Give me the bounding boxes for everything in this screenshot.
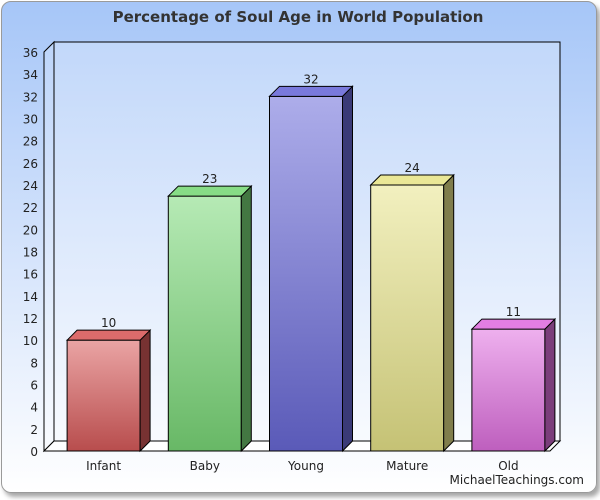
bar-side-mature xyxy=(443,173,455,453)
y-tick-label: 12 xyxy=(23,312,38,326)
y-tick-label: 24 xyxy=(23,179,38,193)
bar-old xyxy=(471,328,546,452)
y-tick-label: 34 xyxy=(23,68,38,82)
x-tick-label: Young xyxy=(287,459,324,473)
y-tick-label: 26 xyxy=(23,157,38,171)
y-tick-label: 30 xyxy=(23,113,38,127)
y-tick-label: 4 xyxy=(30,401,38,415)
bar-young xyxy=(269,95,343,452)
y-tick-label: 8 xyxy=(30,356,38,370)
y-tick-label: 16 xyxy=(23,268,38,282)
x-tick-label: Mature xyxy=(386,459,428,473)
y-tick-label: 6 xyxy=(30,379,38,393)
data-label: 10 xyxy=(101,316,116,330)
bar-top-infant xyxy=(65,329,152,341)
bar-mature xyxy=(370,184,445,452)
y-tick-label: 14 xyxy=(23,290,38,304)
credit-text: MichaelTeachings.com xyxy=(449,473,584,487)
left-wall xyxy=(43,40,55,453)
bar-top-mature xyxy=(369,174,455,186)
bar-top-baby xyxy=(167,185,253,197)
data-label: 11 xyxy=(506,305,521,319)
data-label: 23 xyxy=(202,172,217,186)
bar-infant xyxy=(66,339,141,452)
bar-side-infant xyxy=(139,328,151,453)
y-tick-label: 2 xyxy=(30,423,38,437)
bar-top-young xyxy=(268,85,354,97)
x-tick-label: Baby xyxy=(190,459,220,473)
bar-top-old xyxy=(470,318,557,330)
y-tick-label: 20 xyxy=(23,223,38,237)
bar-side-baby xyxy=(240,184,252,453)
bar-side-young xyxy=(342,85,353,453)
y-tick-label: 36 xyxy=(23,46,38,60)
y-tick-label: 22 xyxy=(23,201,38,215)
bar-baby xyxy=(167,195,242,452)
y-tick-label: 10 xyxy=(23,334,38,348)
y-tick-label: 32 xyxy=(23,90,38,104)
data-label: 24 xyxy=(405,161,420,175)
x-tick-label: Old xyxy=(498,459,518,473)
y-tick-label: 0 xyxy=(30,445,38,459)
bar-side-old xyxy=(544,317,556,453)
chart-title: Percentage of Soul Age in World Populati… xyxy=(112,8,484,26)
y-tick-label: 18 xyxy=(23,246,38,260)
y-tick-label: 28 xyxy=(23,135,38,149)
x-tick-label: Infant xyxy=(86,459,121,473)
data-label: 32 xyxy=(303,72,318,86)
